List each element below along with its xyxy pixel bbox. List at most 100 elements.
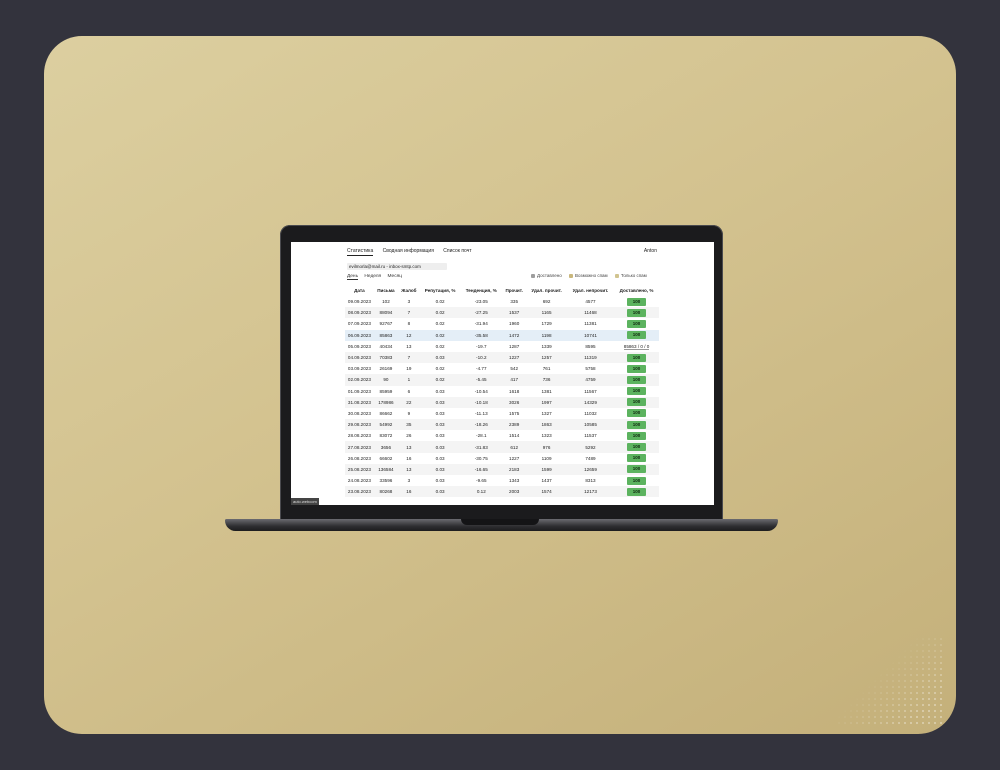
delivered-badge: 100 xyxy=(627,443,647,452)
table-cell: -28.1 xyxy=(476,433,487,439)
delivered-badge: 100 xyxy=(627,387,647,396)
table-row[interactable]: 23.08.2023 80268 16 0.03 0.12 2003 1574 12173 10… xyxy=(345,486,659,498)
table-cell: 0.02 xyxy=(419,307,461,319)
table-row[interactable]: 01.09.2023 85959 6 0.03 -10.54 1618 1381 11567 1… xyxy=(345,386,659,397)
table-cell: 12 xyxy=(398,329,420,341)
table-cell: 0.03 xyxy=(435,433,445,439)
table-cell: 178986 xyxy=(373,396,399,408)
period-day[interactable]: День xyxy=(347,274,359,280)
table-row[interactable]: 02.09.2023 90 1 0.02 -5.45 417 736 4759 100 xyxy=(345,374,659,386)
table-cell: 27.08.2023 xyxy=(345,441,374,453)
col-deleted-unread[interactable]: Удал. непрочит. xyxy=(572,288,609,293)
table-cell: 09.09.2023 xyxy=(347,299,371,305)
table-row[interactable]: 25.08.2023 136584 13 0.03 -16.65 2183 1599 1265… xyxy=(345,463,659,475)
table-header-row: Дата Письма Жалоб Репутация, % Тенденция… xyxy=(345,285,659,296)
table-cell: -18.26 xyxy=(460,419,503,431)
table-cell: 28.08.2023 xyxy=(347,433,371,439)
table-row[interactable]: 04.09.2023 70383 7 0.03 -10.2 1227 1257 11319 10… xyxy=(345,351,659,364)
table-cell: 1472 xyxy=(502,329,527,341)
table-cell: 0.02 xyxy=(435,343,445,349)
table-cell: 7 xyxy=(398,351,420,364)
col-deleted-read[interactable]: Удал. прочит. xyxy=(531,288,562,293)
table-cell: 40434 xyxy=(379,343,393,349)
table-cell: 85863 xyxy=(373,329,399,341)
nav-summary[interactable]: Сводная информация xyxy=(382,248,434,254)
col-delivered[interactable]: Доставлено, % xyxy=(619,288,654,293)
table-row[interactable]: 30.08.2023 86662 9 0.03 -11.13 1575 1327 11032 1… xyxy=(345,408,659,419)
table-cell: 11567 xyxy=(584,388,597,394)
table-cell: 1165 xyxy=(526,307,567,319)
table-cell: 3026 xyxy=(502,396,527,408)
table-cell: 85959 xyxy=(379,388,393,394)
table-cell: 8595 xyxy=(585,343,596,349)
table-cell: 26169 xyxy=(379,366,393,372)
table-row[interactable]: 06.09.2023 85863 12 0.02 -35.58 1472 1198 10741… xyxy=(345,329,659,341)
table-cell: -11.13 xyxy=(474,410,488,416)
table-cell: -31.94 xyxy=(474,321,488,327)
table-cell: 100 xyxy=(614,486,659,498)
table-cell: 100 xyxy=(614,363,659,374)
table-cell: 1381 xyxy=(541,388,552,394)
table-cell: 100 xyxy=(614,463,659,475)
nav-statistics[interactable]: Статистика xyxy=(347,248,374,256)
table-body: 09.09.2023 102 3 0.02 -23.05 335 692 4577 100 08.… xyxy=(345,296,659,498)
legend: Доставлено Возможно спам Только спам xyxy=(531,273,653,278)
table-cell: 12173 xyxy=(566,486,615,498)
table-cell: 1575 xyxy=(509,410,520,416)
table-cell: -9.65 xyxy=(476,478,487,484)
table-cell: 19 xyxy=(406,366,412,372)
table-row[interactable]: 07.09.2023 92767 8 0.02 -31.94 1960 1729 11381 1… xyxy=(345,318,659,329)
table-cell: 1729 xyxy=(541,321,552,327)
table-cell: 1327 xyxy=(541,410,552,416)
table-cell: 11381 xyxy=(584,321,597,327)
table-row[interactable]: 05.09.2023 40434 13 0.02 -19.7 1287 1339 8595 85… xyxy=(345,341,659,352)
table-cell: 100 xyxy=(614,329,659,341)
period-week[interactable]: Неделя xyxy=(364,274,382,279)
table-cell: 6 xyxy=(407,388,411,394)
table-row[interactable]: 26.08.2023 66602 16 0.03 -30.75 1227 1109 7489 1… xyxy=(345,453,659,464)
laptop-base xyxy=(225,519,778,531)
table-row[interactable]: 28.08.2023 83072 26 0.03 -28.1 1514 1323 11537 1… xyxy=(345,430,659,441)
watermark: auto.webcom xyxy=(291,498,319,505)
table-cell: 1960 xyxy=(509,321,520,327)
table-row[interactable]: 29.08.2023 54992 35 0.03 -18.26 2389 1863 10585… xyxy=(345,419,659,431)
table-row[interactable]: 03.09.2023 26169 19 0.02 -4.77 542 761 5758 100 xyxy=(345,363,659,374)
dot-pattern xyxy=(836,636,946,726)
delivered-badge: 100 xyxy=(627,319,647,328)
table-cell: 1323 xyxy=(541,433,552,439)
delivered-badge: 100 xyxy=(627,331,647,340)
table-cell: 1997 xyxy=(526,396,567,408)
table-cell: 86662 xyxy=(379,410,393,416)
table-cell: 335 xyxy=(510,299,518,305)
table-cell: -10.54 xyxy=(474,388,488,394)
period-month[interactable]: Месяц xyxy=(387,274,402,279)
account-selector[interactable]: evilmorla@mail.ru - inbox-smtp.com xyxy=(347,263,447,270)
table-cell: 4759 xyxy=(566,374,615,386)
col-read[interactable]: Прочит. xyxy=(505,288,523,293)
table-cell: 0.12 xyxy=(460,486,503,498)
delivered-badge: 100 xyxy=(627,353,647,362)
table-row[interactable]: 27.08.2023 3656 13 0.03 -31.83 612 976 5292 100 xyxy=(345,441,659,453)
user-name[interactable]: Anton xyxy=(643,248,657,254)
col-complaints[interactable]: Жалоб xyxy=(401,288,417,293)
table-row[interactable]: 24.08.2023 33596 3 0.03 -9.65 1343 1437 8313 100 xyxy=(345,475,659,486)
col-date[interactable]: Дата xyxy=(354,288,365,293)
col-trend[interactable]: Тенденция, % xyxy=(465,288,497,293)
delivered-badge: 100 xyxy=(627,308,647,317)
table-cell: 0.03 xyxy=(419,351,461,364)
col-letters[interactable]: Письма xyxy=(377,288,395,293)
table-cell: 22 xyxy=(398,396,420,408)
table-cell: 54992 xyxy=(373,419,399,431)
nav-mail-list[interactable]: Список почт xyxy=(443,248,472,254)
table-row[interactable]: 09.09.2023 102 3 0.02 -23.05 335 692 4577 100 xyxy=(345,296,659,307)
table-row[interactable]: 08.09.2023 88094 7 0.02 -27.25 1537 1165 11468 1… xyxy=(345,307,659,319)
col-reputation[interactable]: Репутация, % xyxy=(424,288,456,293)
table-cell: 1287 xyxy=(509,343,520,349)
table-cell: 26.08.2023 xyxy=(347,455,371,461)
delivered-badge: 100 xyxy=(627,409,647,418)
table-cell: 90 xyxy=(373,374,399,386)
table-row[interactable]: 31.08.2023 178986 22 0.03 -10.18 3026 1997 1432… xyxy=(345,396,659,408)
table-cell: 9 xyxy=(407,410,411,416)
period-tabs: День Неделя Месяц xyxy=(347,274,407,280)
table-cell: 1339 xyxy=(541,343,552,349)
